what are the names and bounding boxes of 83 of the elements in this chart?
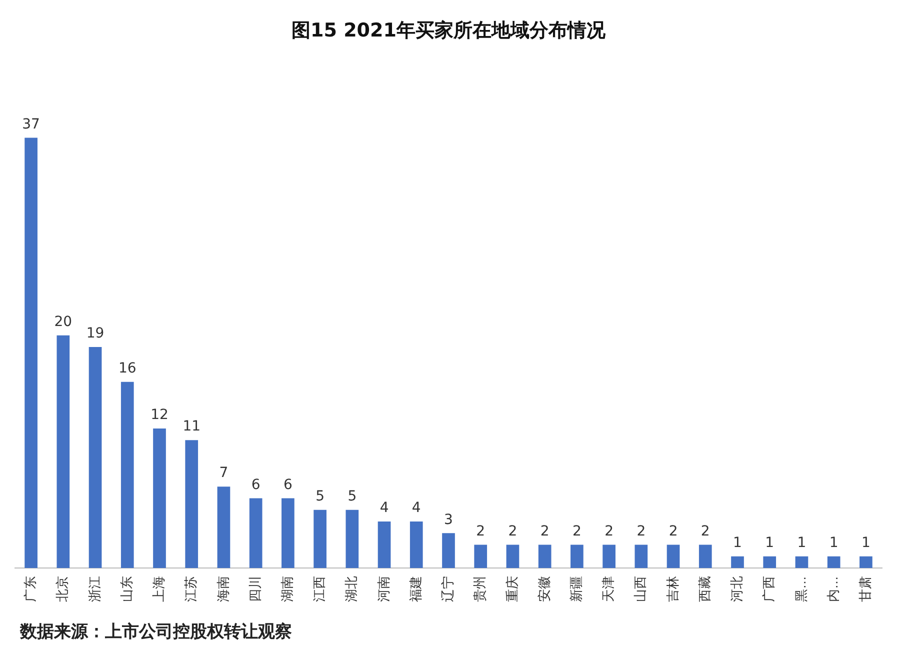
- x-tick-label: 吉林: [664, 576, 680, 602]
- x-tick-label: 浙江: [86, 576, 102, 602]
- bar: [538, 544, 552, 568]
- bar: [56, 335, 70, 568]
- data-label: 6: [251, 476, 260, 493]
- bar: [698, 544, 712, 568]
- x-tick-label: 山东: [118, 576, 134, 602]
- data-label: 20: [54, 314, 72, 330]
- x-tick-label: 山西: [632, 576, 648, 602]
- data-label: 2: [700, 523, 710, 540]
- x-tick-label: 安徽: [536, 576, 552, 602]
- x-tick-label: 北京: [54, 576, 70, 602]
- x-tick-label: 甘肃: [858, 576, 873, 602]
- x-tick-label: 重庆: [504, 576, 520, 602]
- data-label: 6: [283, 476, 292, 493]
- x-tick-label: 贵州: [472, 576, 488, 602]
- data-label: 4: [412, 500, 421, 516]
- bar: [378, 521, 391, 568]
- data-label: 19: [86, 326, 104, 342]
- bar: [763, 556, 776, 568]
- x-tick-label: 海南: [215, 576, 230, 602]
- bar: [442, 533, 455, 568]
- x-tick-label: 四川: [247, 576, 262, 602]
- bar: [474, 544, 488, 568]
- bar: [314, 510, 326, 568]
- data-label: 12: [150, 407, 168, 424]
- x-tick-label: 辽宁: [440, 576, 456, 602]
- data-label: 1: [861, 535, 870, 552]
- source-note: 数据来源：上市公司控股权转让观察: [20, 621, 292, 643]
- bar: [185, 440, 198, 568]
- bar: [634, 544, 648, 568]
- bar: [827, 556, 840, 568]
- data-label: 2: [668, 523, 678, 540]
- data-label: 1: [765, 535, 774, 552]
- x-tick-label: 广东: [22, 576, 38, 602]
- bar: [795, 556, 808, 568]
- bar: [217, 486, 230, 568]
- x-tick-label: 福建: [408, 576, 423, 602]
- bar: [120, 382, 134, 568]
- x-tick-label: 湖北: [344, 576, 359, 602]
- x-tick-label: 河北: [729, 576, 744, 602]
- x-tick-label: 西藏: [696, 576, 712, 602]
- x-tick-label: 内…: [825, 576, 840, 602]
- chart-title: 图15 2021年买家所在地域分布情况: [292, 19, 606, 42]
- data-label: 16: [118, 360, 136, 377]
- bar: [666, 544, 680, 568]
- x-tick-label: 新疆: [568, 576, 584, 602]
- bar: [282, 498, 294, 568]
- bar: [410, 521, 423, 568]
- data-label: 11: [182, 418, 201, 435]
- x-tick-label: 广西: [761, 576, 776, 602]
- x-tick-label: 江苏: [183, 576, 198, 602]
- data-label: 7: [219, 465, 228, 482]
- data-label: 2: [508, 523, 518, 540]
- data-label: 1: [797, 535, 806, 552]
- x-tick-label: 黑…: [793, 576, 808, 602]
- data-label: 5: [348, 488, 357, 504]
- x-tick-label: 天津: [600, 576, 616, 602]
- data-label: 37: [22, 116, 40, 132]
- bar: [153, 428, 166, 568]
- bar: [24, 138, 38, 568]
- data-label: 2: [572, 523, 582, 540]
- data-label: 3: [444, 512, 453, 528]
- bar: [570, 544, 584, 568]
- bar: [346, 510, 359, 568]
- x-tick-label: 湖南: [280, 576, 295, 602]
- data-label: 2: [476, 523, 486, 540]
- bar: [731, 556, 744, 568]
- data-label: 1: [829, 535, 838, 552]
- data-label: 2: [540, 523, 550, 540]
- bar: [249, 498, 262, 568]
- data-label: 1: [733, 535, 742, 552]
- bar: [506, 544, 520, 568]
- bar: [602, 544, 616, 568]
- data-label: 5: [316, 488, 325, 504]
- data-label: 4: [380, 500, 389, 516]
- bar: [88, 347, 102, 568]
- bar: [860, 556, 872, 568]
- x-tick-label: 江西: [312, 576, 327, 602]
- data-label: 2: [636, 523, 646, 540]
- x-tick-label: 上海: [151, 576, 166, 602]
- data-label: 2: [604, 523, 614, 540]
- x-tick-label: 河南: [376, 576, 391, 602]
